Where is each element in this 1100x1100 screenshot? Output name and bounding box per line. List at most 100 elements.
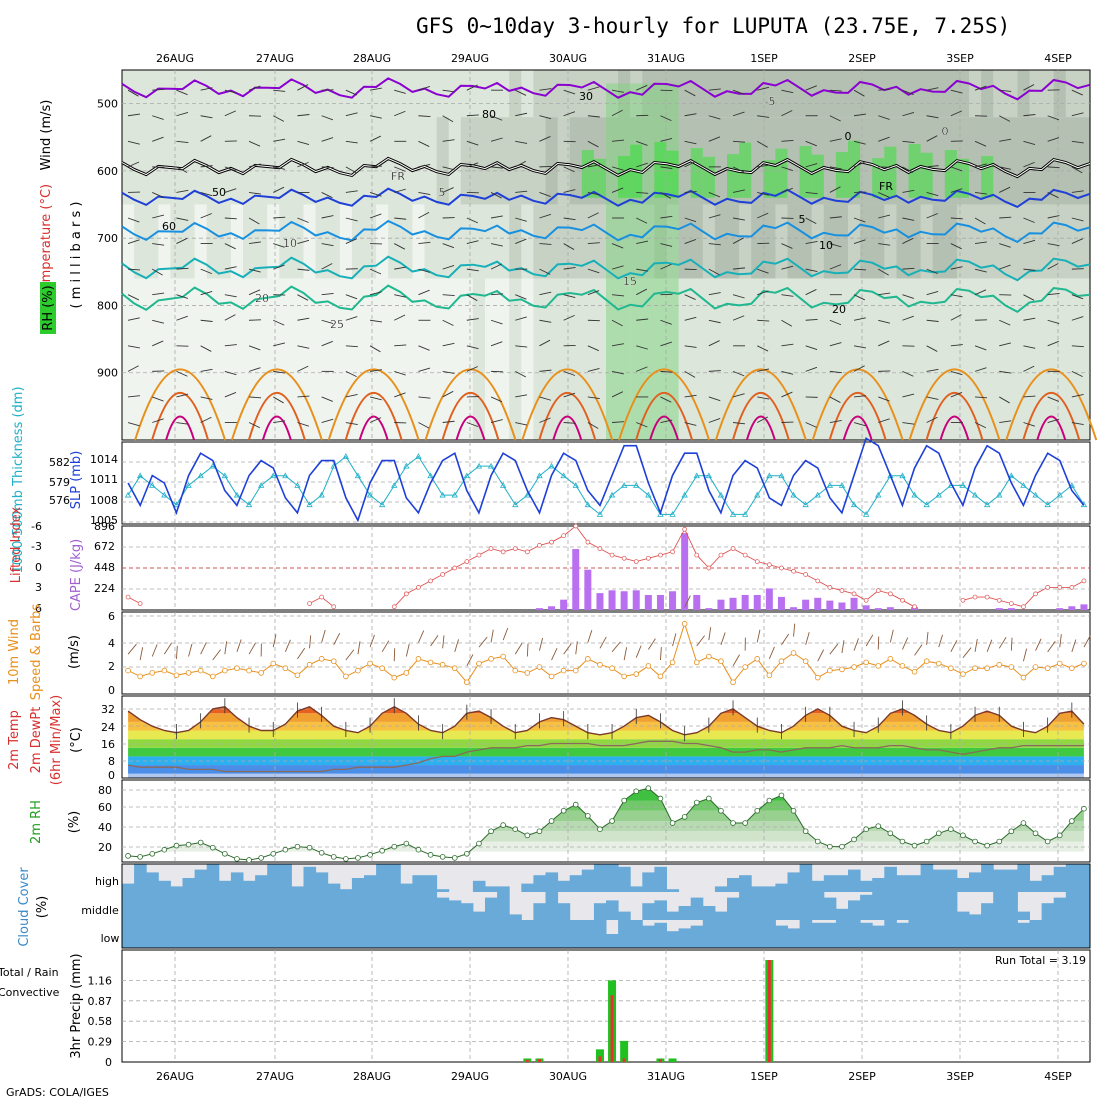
wind-barb [1071, 140, 1084, 144]
thickness-line-point [463, 472, 471, 479]
cape-bar [717, 599, 725, 610]
isotherm-label: -5 [765, 95, 776, 108]
cloud-bar [690, 925, 704, 948]
cloud-bar [303, 892, 317, 920]
thickness-line-point [669, 511, 676, 517]
rh-line-point [863, 826, 869, 832]
rh-shade [267, 278, 280, 440]
wind-barb [902, 422, 915, 425]
li-point [754, 559, 760, 564]
li-point [1033, 591, 1038, 597]
wind10-barb [514, 642, 523, 655]
wind-barb [539, 319, 552, 323]
wind-barb [442, 89, 455, 93]
wind-speed-line-point [972, 665, 978, 672]
cloud-bar [775, 883, 788, 892]
rh-moist [581, 150, 595, 198]
cloud-bar [533, 875, 546, 892]
rh-shade [727, 204, 740, 279]
precip-axis-label: 3hr Precip (mm) [69, 953, 84, 1058]
rh-shade [932, 204, 946, 279]
cloud-bar [424, 875, 438, 892]
wind-barb [660, 263, 672, 270]
rh-shade [763, 278, 776, 440]
wind-barb [902, 294, 915, 299]
pressure-tick: 900 [97, 367, 118, 380]
wind-speed-line-point [149, 670, 156, 676]
wind-barb [805, 268, 818, 273]
wind-barb [345, 422, 358, 426]
rh-shade [303, 117, 317, 205]
isotherm-35-loop [261, 415, 292, 441]
thickness-line-point [633, 482, 640, 488]
thickness-line-point [1008, 472, 1015, 479]
wind-barb [200, 345, 212, 352]
rh-shade [291, 70, 305, 118]
rh-shade [702, 204, 716, 279]
wind-barb [490, 243, 503, 247]
isotherm-10 [121, 219, 1091, 244]
rh-band [128, 790, 1084, 801]
cloud-bar [606, 864, 619, 892]
rh-shade [521, 204, 534, 279]
rh-moist [811, 154, 825, 198]
wind-barb [708, 115, 721, 120]
wind-barb [490, 319, 503, 325]
wind-barb [127, 345, 140, 349]
rh-shade [400, 204, 413, 279]
wind-barb [128, 395, 141, 398]
wind-barb [490, 192, 502, 199]
wind-barb [345, 217, 358, 222]
wind-barb [757, 115, 770, 118]
cape-bar [693, 595, 701, 610]
rh-shade [364, 70, 377, 118]
cloud-bar [739, 920, 752, 948]
wind-speed-line-point [512, 667, 519, 674]
rh-shade [763, 204, 776, 279]
wind-barb [611, 343, 624, 347]
rh-shade [1077, 117, 1091, 205]
isotherm-35-loop [455, 415, 486, 441]
date-label-top: 29AUG [451, 52, 489, 65]
wind-barb [369, 192, 382, 197]
wind-barb [273, 396, 284, 404]
rh-shade [267, 117, 280, 205]
wind-barb [684, 239, 697, 244]
wind-barb [611, 187, 624, 193]
wind-barb [152, 319, 165, 324]
wind-barb [369, 369, 382, 372]
isotherm-25-loop [521, 368, 614, 441]
rh-shade [255, 278, 268, 440]
cloud-bar [448, 920, 462, 948]
rh-band [128, 821, 1084, 832]
thickness-line-point [149, 482, 156, 488]
cloud-bar [267, 864, 280, 892]
wind-barb [636, 422, 648, 428]
rh-label: 50 [212, 186, 226, 199]
wind10-barb [224, 641, 228, 655]
rh-moist [739, 142, 752, 198]
wind-speed-line-point [778, 658, 785, 664]
wind-barb [200, 192, 213, 197]
rh-shade [218, 204, 232, 279]
li-point [500, 549, 506, 555]
temp-band [128, 730, 1084, 740]
rh-shade [932, 70, 946, 118]
wind-speed-line-point [403, 670, 410, 676]
rh-shade [230, 117, 244, 205]
wind-speed-line-point [294, 672, 301, 679]
cloud-bar [823, 897, 837, 920]
rh-shade [835, 204, 849, 279]
rh-shade [339, 204, 353, 279]
rh-shade [243, 204, 256, 279]
precip-conv-bar [610, 995, 614, 1062]
date-label-bottom: 30AUG [549, 1070, 587, 1083]
wind-barb [757, 319, 770, 322]
wind-speed-line-point [367, 660, 373, 667]
thickness-line-point [814, 491, 821, 498]
rh-line-point [451, 855, 458, 861]
wind-barb [926, 213, 938, 219]
wind-barb [539, 192, 551, 197]
cloud-bar [860, 894, 873, 920]
wind-barb [829, 264, 842, 270]
